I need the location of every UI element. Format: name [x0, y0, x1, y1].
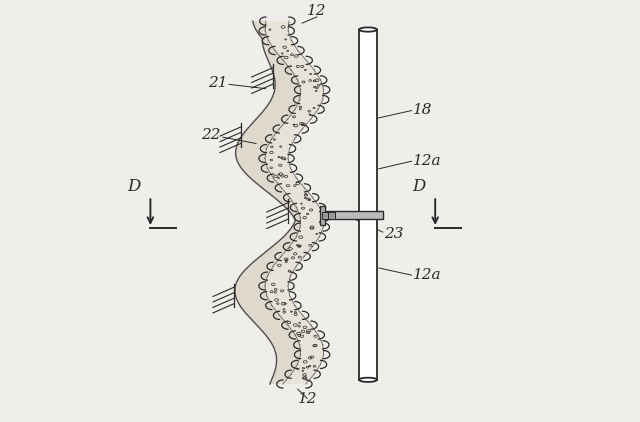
Polygon shape [319, 206, 325, 225]
Polygon shape [265, 21, 324, 384]
Polygon shape [328, 212, 335, 219]
Text: 12: 12 [307, 4, 326, 18]
Text: 18: 18 [413, 103, 432, 117]
Text: 21: 21 [208, 76, 227, 89]
Text: D: D [413, 178, 426, 195]
Polygon shape [322, 212, 329, 219]
Text: 22: 22 [202, 128, 221, 142]
Ellipse shape [359, 378, 377, 382]
Text: 12a: 12a [413, 268, 442, 281]
Text: 12: 12 [298, 392, 317, 406]
Polygon shape [235, 21, 301, 384]
Polygon shape [321, 211, 383, 219]
Ellipse shape [359, 27, 377, 32]
Text: D: D [128, 178, 141, 195]
Polygon shape [359, 30, 377, 380]
Text: 12a: 12a [413, 154, 442, 168]
Text: 23: 23 [384, 227, 403, 241]
